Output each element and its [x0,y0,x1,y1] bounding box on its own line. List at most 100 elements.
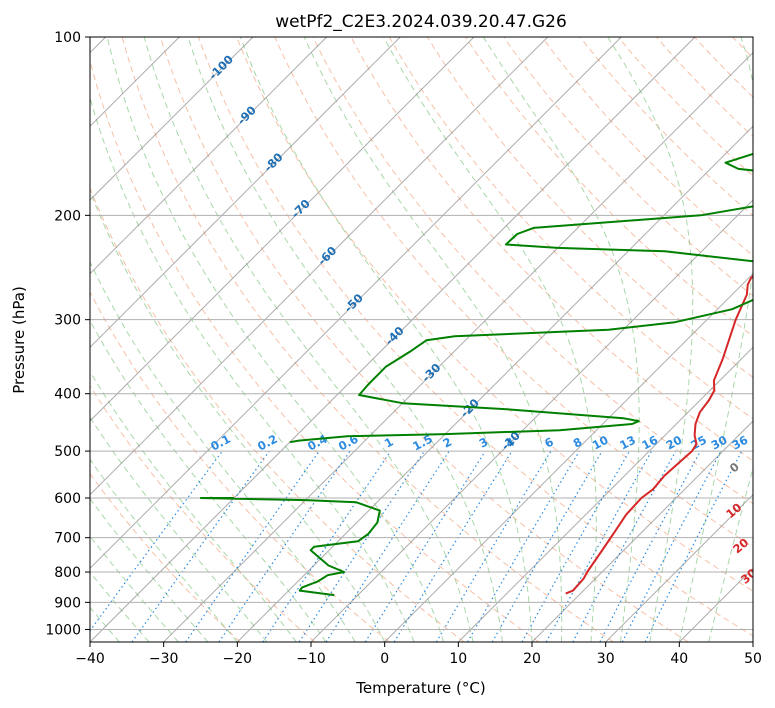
moist-adiabat-line [708,466,753,642]
dry-adiabat-line [236,37,753,592]
mixing-ratio-line [364,450,486,642]
x-tick-label: 10 [449,651,467,667]
dry-adiabat-line [656,37,753,138]
profile-lines [199,152,753,597]
x-tick-label: −10 [296,651,326,667]
isotherm-label: -40 [382,324,407,349]
saturated-label: 20 [730,535,751,556]
x-tick-label: 40 [670,651,688,667]
saturated-label: 40 [754,591,775,612]
moist-adiabat-line [90,497,209,642]
dry-adiabat-line [388,37,753,420]
mixing-ratio-label: 1 [382,435,396,451]
isotherm-line [90,37,475,422]
y-tick-label: 800 [54,565,81,581]
dewpoint-profile-line [199,497,381,597]
x-axis-title: Temperature (°C) [355,679,485,697]
isotherm-line [90,37,549,496]
dry-adiabat-line [771,37,775,642]
moist-adiabat-line [607,37,694,642]
moist-adiabat-line [239,37,533,642]
y-axis-title: Pressure (hPa) [10,286,28,394]
mixing-ratio-label: 0.1 [208,432,233,454]
isotherm-label: -70 [288,196,313,221]
dry-adiabat-line [426,37,753,378]
y-tick-label: 200 [54,208,81,224]
temperature-profile-line [565,274,753,595]
dry-adiabat-line [90,472,241,642]
dry-adiabat-line [90,59,540,642]
y-tick-label: 1000 [45,622,81,638]
isotherm-line [605,493,753,642]
isotherm-label: -60 [315,243,340,268]
saturated-label: 0 [727,460,742,476]
x-tick-label: −40 [75,651,105,667]
x-tick-label: −30 [149,651,179,667]
mixing-ratio-line [90,450,223,632]
moist-adiabat-line [90,458,238,642]
moist-adiabat-line [90,416,268,642]
y-tick-label: 600 [54,491,81,507]
axes: −40 −30 −20 −10 0 10 20 30 40 5010020030040050060… [45,30,762,667]
mixing-ratio-line [298,450,425,642]
moist-adiabat-line [90,189,386,642]
dry-adiabat-line [503,37,753,297]
background-labels: 0.1 0.2 0.4 0.6 1 1.5 2 3 4 6 8 10 13 16 20 25 30 36-100-… [206,52,775,612]
mixing-ratio-label: 13 [617,433,638,453]
isotherm-line [163,51,753,642]
mixing-ratio-label: 30 [709,433,730,453]
dry-adiabat-line [312,37,753,505]
dry-adiabat-line [159,37,689,642]
dry-adiabat-line [90,186,465,642]
chart-title: wetPf2_C2E3.2024.039.20.47.G26 [275,12,567,32]
isotherm-line [236,125,753,642]
moist-adiabat-line [90,535,179,642]
isotherm-label: -100 [206,52,236,82]
x-tick-label: 20 [523,651,541,667]
x-tick-label: 0 [380,651,389,667]
dry-adiabat-line [121,37,614,642]
moist-adiabat-line [187,37,503,642]
mixing-ratio-label: 20 [664,433,685,453]
mixing-ratio-label: 36 [730,433,751,453]
isotherm-line [457,346,753,642]
isotherm-line [678,567,753,642]
moist-adiabat-line [383,37,597,642]
isotherm-line [90,37,328,275]
isotherm-line [90,37,254,201]
plot-frame [89,36,754,643]
dry-adiabat-line [198,37,753,637]
moist-adiabat-line [90,571,150,642]
y-tick-label: 300 [54,313,81,329]
mixing-ratio-line [325,450,450,642]
isotherm-line [90,37,401,349]
mixing-ratio-line [466,450,580,642]
mixing-ratio-line [521,450,631,642]
mixing-ratio-label: 2 [440,435,454,451]
mixing-ratio-line [185,450,320,642]
isotherm-line [531,420,753,642]
mixing-ratio-label: 25 [688,433,709,453]
mixing-ratio-line [218,450,351,642]
mixing-ratio-line [131,450,270,642]
moist-adiabat-line [90,370,297,642]
moist-adiabat-line [90,260,356,642]
saturated-label: 10 [723,500,744,521]
mixing-ratio-line [599,450,702,642]
y-tick-label: 500 [54,444,81,460]
isotherm-line [752,641,753,642]
moist-adiabat-line [303,37,563,642]
dry-adiabat-line [350,37,753,462]
mixing-ratio-line [545,450,653,642]
dry-adiabat-line [90,384,316,642]
y-tick-label: 900 [54,595,81,611]
mixing-ratio-line [491,450,603,642]
mixing-ratio-label: 8 [571,435,585,451]
isotherm-label: -80 [261,150,286,175]
isotherm-label: -90 [234,103,259,128]
mixing-ratio-label: 0.4 [305,432,330,454]
mixing-ratio-label: 0.6 [336,432,361,454]
dry-adiabat-line [274,37,753,548]
mixing-ratio-label: 16 [639,433,660,453]
